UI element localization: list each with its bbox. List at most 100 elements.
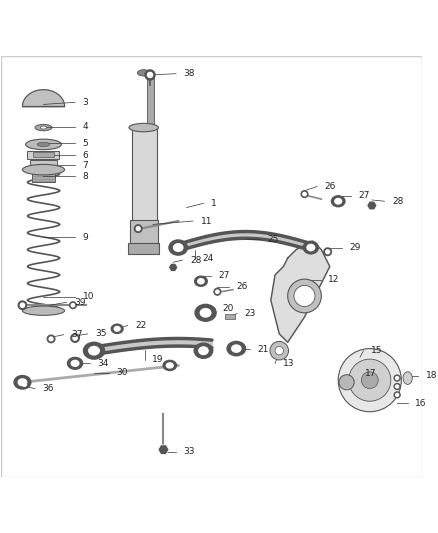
Ellipse shape [114,327,120,331]
Text: 28: 28 [392,197,403,206]
Circle shape [396,393,399,397]
Text: 15: 15 [371,346,382,355]
Text: 26: 26 [325,182,336,191]
Circle shape [396,385,399,388]
Text: 19: 19 [152,356,164,365]
Circle shape [73,336,77,340]
Circle shape [394,375,400,381]
Ellipse shape [111,324,123,334]
Ellipse shape [25,139,61,150]
Ellipse shape [89,346,99,355]
Ellipse shape [198,279,204,284]
Ellipse shape [194,343,213,358]
Text: 29: 29 [349,243,360,252]
Circle shape [294,286,315,306]
Ellipse shape [303,241,318,254]
Ellipse shape [194,276,207,286]
Circle shape [288,279,321,313]
Text: 1: 1 [211,199,217,208]
Ellipse shape [199,347,208,354]
Ellipse shape [138,70,150,76]
Circle shape [214,288,221,295]
Circle shape [47,335,55,343]
Bar [128,244,159,254]
Text: 33: 33 [184,447,195,456]
Ellipse shape [403,372,412,384]
Bar [32,171,55,182]
Text: 27: 27 [358,191,370,200]
Ellipse shape [200,309,211,317]
Text: 10: 10 [83,292,94,301]
Text: 37: 37 [71,330,83,339]
Text: 36: 36 [42,384,54,393]
Circle shape [148,72,152,77]
Text: 5: 5 [83,139,88,148]
Ellipse shape [195,304,216,321]
Ellipse shape [35,124,52,131]
Bar [28,151,60,159]
Circle shape [49,337,53,341]
Text: 27: 27 [219,271,230,280]
Circle shape [23,383,26,386]
Circle shape [215,290,219,294]
Ellipse shape [67,358,83,369]
Text: 6: 6 [83,151,88,160]
Bar [130,220,159,246]
Circle shape [21,381,28,388]
Ellipse shape [173,244,183,252]
Text: 13: 13 [283,359,294,368]
Ellipse shape [169,240,187,255]
Text: 12: 12 [328,276,339,285]
Circle shape [134,225,142,232]
Text: 4: 4 [83,122,88,131]
Circle shape [18,301,27,310]
Text: 17: 17 [365,369,376,378]
Ellipse shape [14,376,31,389]
Text: 24: 24 [203,254,214,263]
Circle shape [326,250,329,254]
Circle shape [303,192,306,196]
Ellipse shape [129,123,159,132]
Text: 11: 11 [201,216,212,225]
Text: 9: 9 [83,232,88,241]
Text: 21: 21 [258,344,269,353]
Ellipse shape [40,126,47,129]
Text: 39: 39 [74,298,86,307]
Text: 34: 34 [97,359,109,368]
Circle shape [361,372,378,389]
Circle shape [270,342,289,360]
Bar [32,152,54,157]
Bar [30,160,57,169]
Circle shape [339,375,354,390]
Circle shape [71,334,79,342]
Text: 18: 18 [426,372,437,381]
Text: 25: 25 [268,235,279,244]
Ellipse shape [37,142,50,147]
Ellipse shape [307,245,314,251]
Ellipse shape [18,379,27,386]
Circle shape [145,70,155,80]
Circle shape [136,227,140,230]
Bar [225,314,235,319]
Bar [147,77,154,127]
Text: 7: 7 [83,161,88,170]
Text: 16: 16 [415,399,427,408]
Polygon shape [271,241,330,342]
Circle shape [394,384,400,390]
Ellipse shape [232,345,241,352]
Polygon shape [158,445,169,454]
Text: 8: 8 [83,172,88,181]
Polygon shape [22,90,64,107]
Ellipse shape [71,360,79,366]
Ellipse shape [84,342,105,359]
Polygon shape [367,201,377,210]
Text: 35: 35 [95,329,107,338]
Ellipse shape [335,198,342,204]
Text: 23: 23 [245,309,256,318]
Ellipse shape [22,164,64,175]
Polygon shape [169,263,178,271]
Circle shape [394,392,400,398]
Circle shape [301,191,308,197]
Circle shape [70,302,76,309]
Text: 3: 3 [83,98,88,107]
